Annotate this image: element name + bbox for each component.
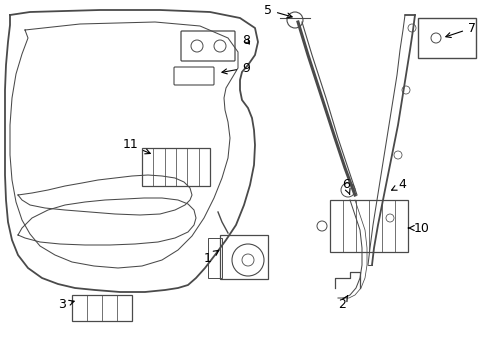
Text: 8: 8 bbox=[242, 33, 250, 46]
Bar bbox=[208, 238, 222, 278]
Text: 4: 4 bbox=[392, 179, 406, 192]
Text: 3: 3 bbox=[58, 298, 74, 311]
Bar bbox=[418, 18, 476, 58]
Text: 9: 9 bbox=[222, 62, 250, 75]
Bar bbox=[220, 235, 268, 279]
Text: 1: 1 bbox=[204, 250, 219, 265]
Text: 7: 7 bbox=[446, 22, 476, 37]
Text: 11: 11 bbox=[122, 139, 150, 154]
Bar bbox=[330, 200, 408, 252]
Bar bbox=[72, 295, 132, 321]
Text: 2: 2 bbox=[338, 296, 347, 311]
Text: 6: 6 bbox=[342, 179, 350, 194]
Text: 10: 10 bbox=[408, 221, 430, 234]
Bar bbox=[142, 148, 210, 186]
Text: 5: 5 bbox=[264, 4, 292, 18]
